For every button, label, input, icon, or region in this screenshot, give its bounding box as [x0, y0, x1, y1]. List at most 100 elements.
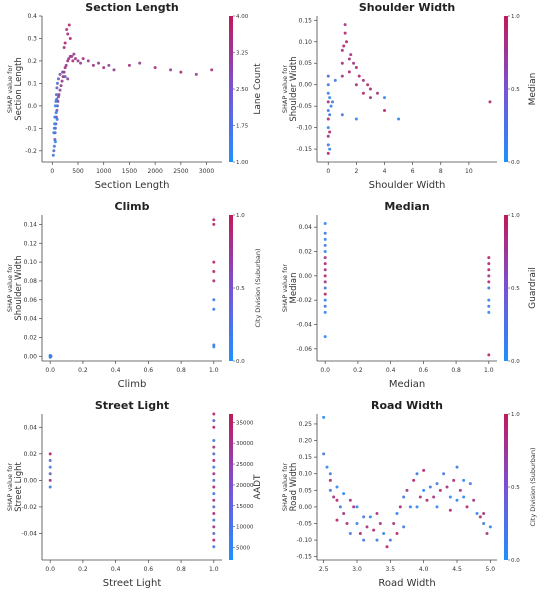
data-point — [418, 495, 422, 499]
data-point — [348, 531, 352, 535]
data-point — [212, 298, 216, 302]
y-tick-label: 0.06 — [24, 297, 38, 304]
chart-panel-median: Median 0.0 0.2 0.4 0.6 0.8 1.0 -0.06 -0.04 -0.02 0… — [275, 199, 550, 398]
data-point — [328, 488, 332, 492]
y-axis-label-line1: SHAP value for — [6, 65, 14, 114]
x-tick-label: 0.4 — [111, 566, 121, 573]
data-point — [53, 140, 57, 144]
colorbar-tick-label: 1.00 — [236, 160, 249, 166]
data-point — [212, 270, 216, 274]
data-point — [212, 518, 216, 522]
data-point — [355, 505, 359, 509]
data-point — [343, 31, 347, 35]
data-point — [402, 525, 406, 529]
chart-svg: Section Length 0 500 1000 1500 2000 2500 3000 -0… — [6, 1, 263, 191]
data-point — [326, 126, 330, 130]
data-point — [378, 522, 382, 525]
x-tick-label: 0.8 — [176, 566, 186, 573]
data-point — [212, 425, 216, 429]
y-axis-label: SHAP value forStreet Light — [6, 461, 24, 511]
colorbar-tick-label: 1.0 — [236, 213, 245, 219]
data-point — [328, 130, 332, 134]
data-point — [61, 70, 65, 74]
colorbar-tick-label: 10000 — [236, 525, 254, 531]
data-point — [354, 117, 358, 121]
data-point — [55, 97, 59, 101]
x-tick-label: 0 — [50, 168, 54, 175]
x-tick-label: 500 — [72, 168, 84, 175]
colorbar — [229, 16, 233, 162]
colorbar — [504, 414, 508, 560]
data-point — [392, 522, 396, 525]
data-point — [323, 268, 327, 272]
data-point — [388, 538, 392, 542]
data-point — [347, 70, 351, 74]
colorbar-label: Guardrail — [528, 267, 538, 309]
data-point — [212, 439, 216, 443]
data-point — [488, 100, 492, 104]
data-point — [357, 74, 361, 78]
data-point — [48, 478, 52, 482]
data-point — [352, 61, 356, 65]
data-point — [432, 495, 436, 499]
y-axis-label-line2: Shoulder Width — [289, 56, 299, 121]
data-point — [326, 91, 330, 95]
y-tick-label: -0.04 — [296, 322, 312, 329]
x-tick-label: 3.0 — [352, 566, 362, 573]
x-tick-label: 0.0 — [45, 367, 55, 374]
data-point — [212, 412, 216, 416]
data-point — [323, 237, 327, 241]
data-point — [368, 96, 372, 100]
data-point — [412, 478, 416, 482]
data-point — [488, 525, 492, 529]
x-tick-label: 0.0 — [320, 367, 330, 374]
data-point — [212, 458, 216, 462]
data-point — [212, 538, 216, 542]
data-point — [212, 452, 216, 456]
chart-svg: Median 0.0 0.2 0.4 0.6 0.8 1.0 -0.06 -0.04 -0.02 0… — [281, 200, 538, 390]
colorbar-tick-label: 0.0 — [511, 558, 520, 564]
data-point — [328, 96, 332, 100]
y-axis-label: SHAP value forShoulder Width — [6, 255, 24, 320]
y-axis-label-line1: SHAP value for — [281, 264, 289, 313]
x-tick-label: 0.6 — [144, 367, 154, 374]
data-point — [322, 452, 326, 456]
y-tick-label: -0.04 — [21, 530, 37, 537]
data-point — [402, 495, 406, 499]
data-point — [323, 243, 327, 247]
colorbar-label: City Division (Suburban) — [254, 248, 262, 327]
data-point — [349, 53, 353, 57]
data-point — [335, 518, 339, 522]
data-point — [212, 345, 216, 349]
x-tick-label: 4.0 — [419, 566, 429, 573]
colorbar-tick-label: 30000 — [236, 441, 254, 447]
data-point — [48, 458, 52, 462]
data-point — [48, 472, 52, 476]
data-point — [212, 218, 216, 222]
data-point — [397, 117, 401, 121]
data-point — [487, 256, 491, 260]
x-tick-label: 2 — [354, 168, 358, 175]
data-point — [212, 498, 216, 502]
data-point — [487, 268, 491, 272]
data-point — [328, 147, 332, 151]
y-axis-label-line1: SHAP value for — [6, 463, 14, 512]
data-point — [368, 87, 372, 91]
chart-panel-shoulder-width: Shoulder Width 0 2 4 6 8 10 -0.15 -0.10 -0.05 0.00… — [275, 0, 550, 199]
data-point — [405, 488, 409, 492]
colorbar-tick-label: 25000 — [236, 462, 254, 468]
colorbar-tick-label: 1.0 — [511, 213, 520, 219]
data-point — [212, 419, 216, 423]
data-point — [52, 126, 56, 130]
data-point — [442, 472, 446, 476]
data-point — [81, 57, 85, 61]
data-point — [59, 84, 63, 88]
y-tick-label: 0.14 — [24, 221, 38, 228]
data-point — [382, 531, 386, 535]
colorbar-tick-label: 15000 — [236, 504, 254, 510]
data-point — [375, 512, 379, 516]
colorbar-tick-label: 0.5 — [236, 286, 245, 292]
data-point — [112, 68, 116, 72]
colorbar-tick-label: 0.0 — [511, 359, 520, 365]
data-point — [342, 512, 346, 516]
